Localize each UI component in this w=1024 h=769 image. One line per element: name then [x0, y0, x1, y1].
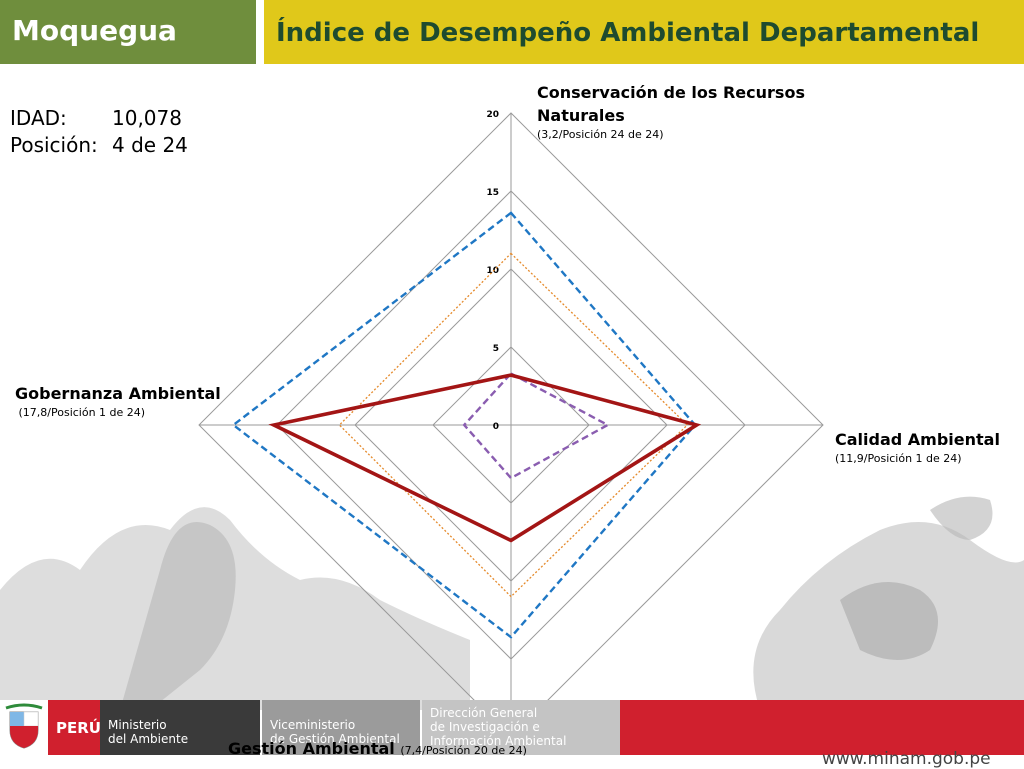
- summary-stats: IDAD: 10,078 Posición: 4 de 24: [10, 106, 188, 160]
- axis-sub-gestion: (7,4/Posición 20 de 24): [400, 744, 527, 757]
- axis-title-conservacion-line2: Naturales: [537, 106, 625, 125]
- axis-sub-gobernanza: (17,8/Posición 1 de 24): [15, 406, 146, 419]
- idad-value: 10,078: [112, 106, 182, 130]
- series-1-line: [231, 211, 697, 639]
- peru-label: PERÚ: [48, 700, 101, 755]
- series-4-line: [268, 373, 702, 543]
- tick-label-0: 0: [493, 422, 499, 432]
- axis-title-conservacion-line1: Conservación de los Recursos: [537, 83, 805, 102]
- ministry-line1: Ministerio: [108, 718, 167, 732]
- direction-line1: Dirección General: [430, 706, 538, 720]
- website-link[interactable]: www.minam.gob.pe: [822, 749, 991, 769]
- idad-label: IDAD:: [10, 106, 67, 130]
- position-row: Posición: 4 de 24: [10, 133, 188, 160]
- direction-line3: Información Ambiental: [430, 734, 567, 748]
- idad-row: IDAD: 10,078: [10, 106, 188, 133]
- axis-title-calidad-line1: Calidad Ambiental: [835, 430, 1000, 449]
- tick-label-5: 5: [493, 344, 499, 354]
- background-illustration: [0, 496, 1024, 710]
- page-title: Índice de Desempeño Ambiental Departamen…: [264, 0, 1024, 64]
- axis-sub-calidad: (11,9/Posición 1 de 24): [835, 452, 962, 465]
- axis-title-conservacion: Conservación de los Recursos Naturales (…: [537, 81, 805, 142]
- axis-title-gestion: Gestión Ambiental (7,4/Posición 20 de 24…: [228, 737, 527, 760]
- region-title: Moquegua: [0, 0, 256, 64]
- footer-bar: PERÚ Ministerio del Ambiente Viceministe…: [0, 700, 1024, 755]
- direction-label: Dirección General de Investigación e Inf…: [422, 700, 620, 755]
- direction-line2: de Investigación e: [430, 720, 540, 734]
- vice-line2: de Gestión Ambiental: [270, 732, 400, 746]
- ministry-line2: del Ambiente: [108, 732, 189, 746]
- axis-title-gestion-line1: Gestión Ambiental: [228, 739, 395, 758]
- axis-sub-conservacion: (3,2/Posición 24 de 24): [537, 128, 664, 141]
- tick-label-20: 20: [486, 110, 499, 120]
- axis-title-gobernanza-line1: Gobernanza Ambiental: [15, 384, 221, 403]
- axis-title-gobernanza: Gobernanza Ambiental (17,8/Posición 1 de…: [15, 382, 221, 420]
- peru-shield-area: [0, 700, 48, 755]
- vice-line1: Viceministerio: [270, 718, 356, 732]
- position-value: 4 de 24: [112, 133, 188, 157]
- vice-ministry-label: Viceministerio de Gestión Ambiental: [262, 700, 420, 755]
- coat-of-arms-icon: [5, 703, 43, 749]
- tick-label-15: 15: [486, 188, 499, 198]
- position-label: Posición:: [10, 133, 98, 157]
- ministry-label: Ministerio del Ambiente: [100, 700, 260, 755]
- footer-bottom-strip: [0, 755, 1024, 768]
- footer-red-band: [620, 700, 1024, 755]
- series-2-line: [338, 252, 689, 598]
- axis-title-calidad: Calidad Ambiental (11,9/Posición 1 de 24…: [835, 428, 1000, 466]
- series-3-line: [462, 372, 611, 480]
